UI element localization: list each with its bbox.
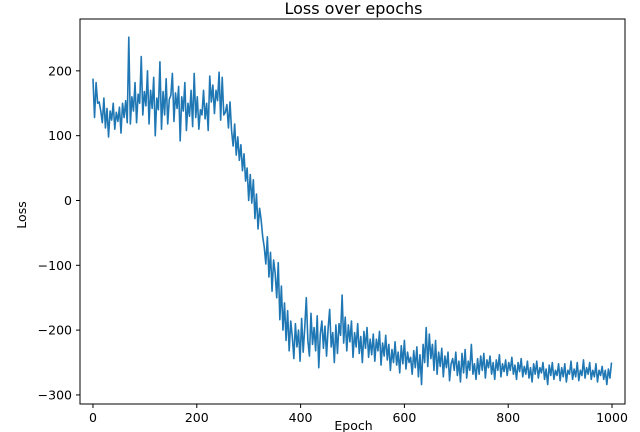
x-tick-label: 1000	[596, 410, 628, 425]
plot-area	[92, 36, 613, 386]
y-axis-label: Loss	[14, 201, 29, 228]
series-line-0	[92, 36, 613, 386]
y-tick-label: 200	[48, 63, 72, 78]
x-axis-label: Epoch	[334, 418, 372, 432]
x-tick-label: 0	[89, 410, 97, 425]
axes-frame	[79, 18, 626, 405]
x-tick-label: 800	[496, 410, 520, 425]
chart-title: Loss over epochs	[284, 0, 422, 18]
y-tick-label: 100	[48, 128, 72, 143]
y-tick-label: −100	[38, 258, 72, 273]
y-tick-label: −200	[38, 323, 72, 338]
x-tick-label: 200	[185, 410, 209, 425]
x-tick-label: 400	[289, 410, 313, 425]
y-tick-label: 0	[64, 193, 72, 208]
y-tick-label: −300	[38, 387, 72, 402]
x-axis: 0 200 400 600 800 1000	[89, 404, 628, 425]
x-tick-label: 600	[392, 410, 416, 425]
y-axis: −300 −200 −100 0 100 200	[38, 63, 80, 402]
